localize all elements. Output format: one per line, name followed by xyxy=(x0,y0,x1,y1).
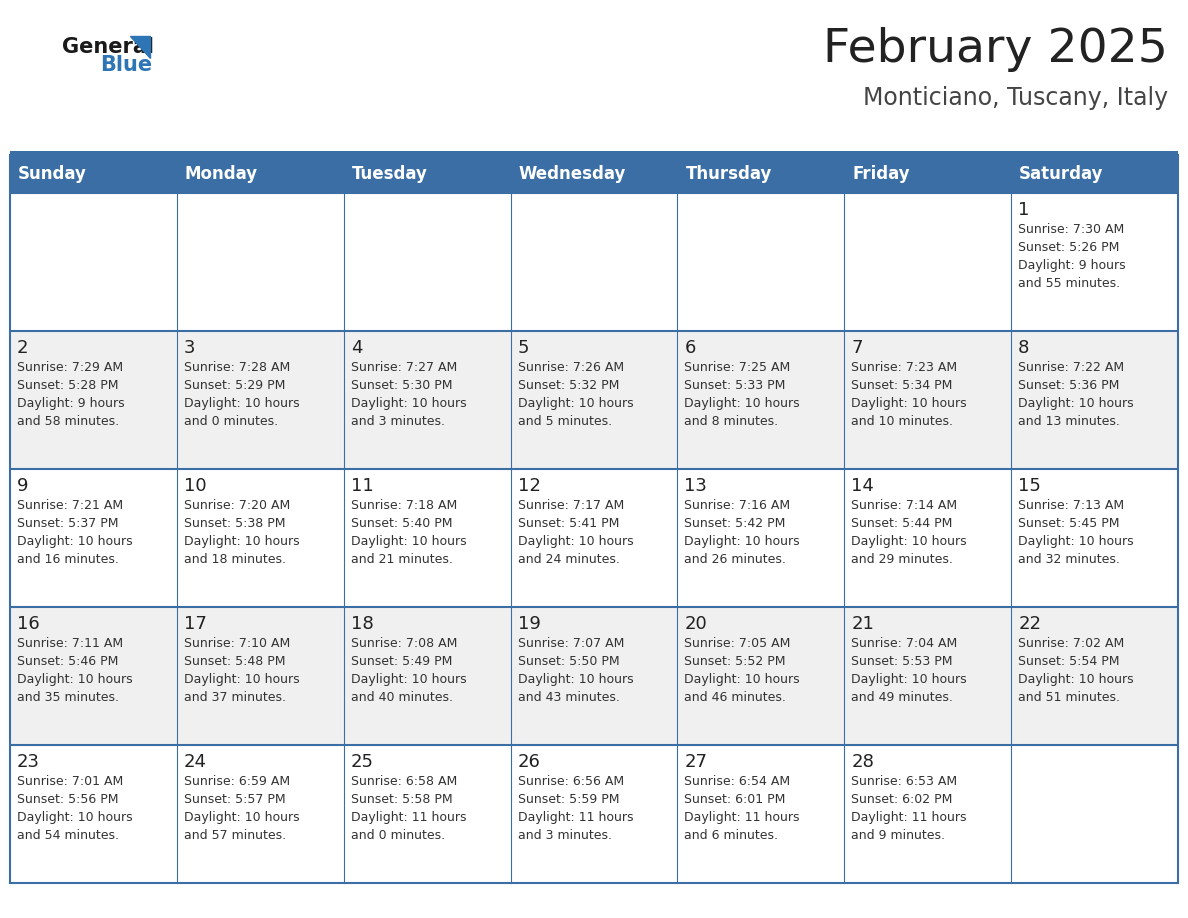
Text: General: General xyxy=(62,37,154,57)
Text: Sunrise: 7:27 AM
Sunset: 5:30 PM
Daylight: 10 hours
and 3 minutes.: Sunrise: 7:27 AM Sunset: 5:30 PM Dayligh… xyxy=(350,361,467,428)
Text: 26: 26 xyxy=(518,753,541,771)
Bar xyxy=(10,151,1178,155)
Text: 22: 22 xyxy=(1018,615,1041,633)
Text: 16: 16 xyxy=(17,615,39,633)
Text: 27: 27 xyxy=(684,753,707,771)
Text: 7: 7 xyxy=(852,339,862,357)
Text: Blue: Blue xyxy=(100,55,152,75)
Bar xyxy=(10,331,1178,469)
Text: Sunrise: 7:18 AM
Sunset: 5:40 PM
Daylight: 10 hours
and 21 minutes.: Sunrise: 7:18 AM Sunset: 5:40 PM Dayligh… xyxy=(350,499,467,566)
Text: 12: 12 xyxy=(518,477,541,495)
Text: Saturday: Saturday xyxy=(1019,165,1104,183)
Text: Monticiano, Tuscany, Italy: Monticiano, Tuscany, Italy xyxy=(862,86,1168,110)
Text: 1: 1 xyxy=(1018,201,1030,219)
Text: Sunrise: 6:56 AM
Sunset: 5:59 PM
Daylight: 11 hours
and 3 minutes.: Sunrise: 6:56 AM Sunset: 5:59 PM Dayligh… xyxy=(518,775,633,842)
Text: 20: 20 xyxy=(684,615,707,633)
Bar xyxy=(10,745,1178,883)
Text: Sunrise: 6:53 AM
Sunset: 6:02 PM
Daylight: 11 hours
and 9 minutes.: Sunrise: 6:53 AM Sunset: 6:02 PM Dayligh… xyxy=(852,775,967,842)
Polygon shape xyxy=(129,36,150,58)
Text: Sunrise: 7:23 AM
Sunset: 5:34 PM
Daylight: 10 hours
and 10 minutes.: Sunrise: 7:23 AM Sunset: 5:34 PM Dayligh… xyxy=(852,361,967,428)
Text: Wednesday: Wednesday xyxy=(519,165,626,183)
Text: Thursday: Thursday xyxy=(685,165,772,183)
Text: 6: 6 xyxy=(684,339,696,357)
Text: 9: 9 xyxy=(17,477,29,495)
Text: Monday: Monday xyxy=(185,165,258,183)
Text: 28: 28 xyxy=(852,753,874,771)
Bar xyxy=(10,469,1178,607)
Text: Sunrise: 7:01 AM
Sunset: 5:56 PM
Daylight: 10 hours
and 54 minutes.: Sunrise: 7:01 AM Sunset: 5:56 PM Dayligh… xyxy=(17,775,133,842)
Text: Sunrise: 7:11 AM
Sunset: 5:46 PM
Daylight: 10 hours
and 35 minutes.: Sunrise: 7:11 AM Sunset: 5:46 PM Dayligh… xyxy=(17,637,133,704)
Text: Sunrise: 7:07 AM
Sunset: 5:50 PM
Daylight: 10 hours
and 43 minutes.: Sunrise: 7:07 AM Sunset: 5:50 PM Dayligh… xyxy=(518,637,633,704)
Text: Tuesday: Tuesday xyxy=(352,165,428,183)
Bar xyxy=(10,607,1178,745)
Text: Sunrise: 7:14 AM
Sunset: 5:44 PM
Daylight: 10 hours
and 29 minutes.: Sunrise: 7:14 AM Sunset: 5:44 PM Dayligh… xyxy=(852,499,967,566)
Text: Sunrise: 6:58 AM
Sunset: 5:58 PM
Daylight: 11 hours
and 0 minutes.: Sunrise: 6:58 AM Sunset: 5:58 PM Dayligh… xyxy=(350,775,466,842)
Bar xyxy=(10,155,1178,193)
Text: Sunrise: 7:29 AM
Sunset: 5:28 PM
Daylight: 9 hours
and 58 minutes.: Sunrise: 7:29 AM Sunset: 5:28 PM Dayligh… xyxy=(17,361,125,428)
Text: Sunrise: 7:22 AM
Sunset: 5:36 PM
Daylight: 10 hours
and 13 minutes.: Sunrise: 7:22 AM Sunset: 5:36 PM Dayligh… xyxy=(1018,361,1133,428)
Text: Sunrise: 6:59 AM
Sunset: 5:57 PM
Daylight: 10 hours
and 57 minutes.: Sunrise: 6:59 AM Sunset: 5:57 PM Dayligh… xyxy=(184,775,299,842)
Text: Sunrise: 7:16 AM
Sunset: 5:42 PM
Daylight: 10 hours
and 26 minutes.: Sunrise: 7:16 AM Sunset: 5:42 PM Dayligh… xyxy=(684,499,800,566)
Text: Sunrise: 7:13 AM
Sunset: 5:45 PM
Daylight: 10 hours
and 32 minutes.: Sunrise: 7:13 AM Sunset: 5:45 PM Dayligh… xyxy=(1018,499,1133,566)
Text: 4: 4 xyxy=(350,339,362,357)
Text: 5: 5 xyxy=(518,339,529,357)
Text: 2: 2 xyxy=(17,339,29,357)
Text: February 2025: February 2025 xyxy=(823,28,1168,73)
Text: Sunrise: 7:28 AM
Sunset: 5:29 PM
Daylight: 10 hours
and 0 minutes.: Sunrise: 7:28 AM Sunset: 5:29 PM Dayligh… xyxy=(184,361,299,428)
Text: 23: 23 xyxy=(17,753,40,771)
Text: 13: 13 xyxy=(684,477,707,495)
Text: Sunday: Sunday xyxy=(18,165,87,183)
Text: Sunrise: 7:30 AM
Sunset: 5:26 PM
Daylight: 9 hours
and 55 minutes.: Sunrise: 7:30 AM Sunset: 5:26 PM Dayligh… xyxy=(1018,223,1126,290)
Text: 24: 24 xyxy=(184,753,207,771)
Text: 10: 10 xyxy=(184,477,207,495)
Text: Sunrise: 7:08 AM
Sunset: 5:49 PM
Daylight: 10 hours
and 40 minutes.: Sunrise: 7:08 AM Sunset: 5:49 PM Dayligh… xyxy=(350,637,467,704)
Text: 14: 14 xyxy=(852,477,874,495)
Text: 3: 3 xyxy=(184,339,195,357)
Text: Sunrise: 7:21 AM
Sunset: 5:37 PM
Daylight: 10 hours
and 16 minutes.: Sunrise: 7:21 AM Sunset: 5:37 PM Dayligh… xyxy=(17,499,133,566)
Text: 17: 17 xyxy=(184,615,207,633)
Text: Sunrise: 7:02 AM
Sunset: 5:54 PM
Daylight: 10 hours
and 51 minutes.: Sunrise: 7:02 AM Sunset: 5:54 PM Dayligh… xyxy=(1018,637,1133,704)
Text: Sunrise: 7:25 AM
Sunset: 5:33 PM
Daylight: 10 hours
and 8 minutes.: Sunrise: 7:25 AM Sunset: 5:33 PM Dayligh… xyxy=(684,361,800,428)
Text: Sunrise: 7:20 AM
Sunset: 5:38 PM
Daylight: 10 hours
and 18 minutes.: Sunrise: 7:20 AM Sunset: 5:38 PM Dayligh… xyxy=(184,499,299,566)
Bar xyxy=(10,193,1178,331)
Text: Sunrise: 6:54 AM
Sunset: 6:01 PM
Daylight: 11 hours
and 6 minutes.: Sunrise: 6:54 AM Sunset: 6:01 PM Dayligh… xyxy=(684,775,800,842)
Text: 15: 15 xyxy=(1018,477,1041,495)
Text: Sunrise: 7:05 AM
Sunset: 5:52 PM
Daylight: 10 hours
and 46 minutes.: Sunrise: 7:05 AM Sunset: 5:52 PM Dayligh… xyxy=(684,637,800,704)
Text: 18: 18 xyxy=(350,615,373,633)
Text: 21: 21 xyxy=(852,615,874,633)
Text: 19: 19 xyxy=(518,615,541,633)
Text: 11: 11 xyxy=(350,477,373,495)
Text: 25: 25 xyxy=(350,753,374,771)
Text: Sunrise: 7:26 AM
Sunset: 5:32 PM
Daylight: 10 hours
and 5 minutes.: Sunrise: 7:26 AM Sunset: 5:32 PM Dayligh… xyxy=(518,361,633,428)
Text: Sunrise: 7:04 AM
Sunset: 5:53 PM
Daylight: 10 hours
and 49 minutes.: Sunrise: 7:04 AM Sunset: 5:53 PM Dayligh… xyxy=(852,637,967,704)
Text: 8: 8 xyxy=(1018,339,1030,357)
Text: Sunrise: 7:10 AM
Sunset: 5:48 PM
Daylight: 10 hours
and 37 minutes.: Sunrise: 7:10 AM Sunset: 5:48 PM Dayligh… xyxy=(184,637,299,704)
Text: Sunrise: 7:17 AM
Sunset: 5:41 PM
Daylight: 10 hours
and 24 minutes.: Sunrise: 7:17 AM Sunset: 5:41 PM Dayligh… xyxy=(518,499,633,566)
Text: Friday: Friday xyxy=(852,165,910,183)
